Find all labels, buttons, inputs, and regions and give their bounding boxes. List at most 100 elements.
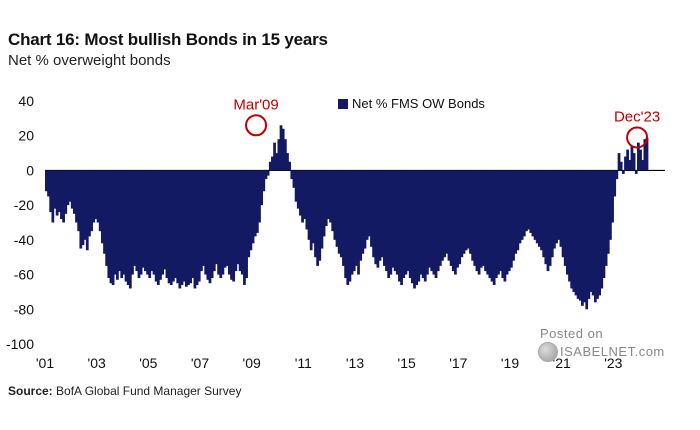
bar <box>141 170 145 268</box>
bar <box>482 170 485 266</box>
bar <box>518 170 522 244</box>
bar <box>75 170 78 223</box>
bar <box>391 170 395 268</box>
bar <box>187 170 190 285</box>
bar <box>477 170 481 275</box>
bar <box>522 170 526 237</box>
bar <box>139 170 143 275</box>
bar <box>120 170 124 279</box>
bar <box>60 170 63 220</box>
source-text: BofA Global Fund Manager Survey <box>56 384 242 398</box>
bar <box>320 170 324 249</box>
bar <box>238 170 242 272</box>
x-tick-label: '17 <box>449 355 467 371</box>
bar <box>406 170 410 272</box>
bar <box>279 125 283 171</box>
bar <box>628 160 632 171</box>
bar <box>613 170 617 197</box>
bar <box>609 170 612 240</box>
bar <box>344 170 347 279</box>
legend-swatch <box>338 99 348 109</box>
bar <box>70 170 74 209</box>
bar <box>324 170 328 226</box>
bar <box>361 170 365 254</box>
bar <box>458 170 462 265</box>
bar <box>561 170 565 258</box>
bar <box>107 170 111 279</box>
bar <box>602 170 606 279</box>
x-tick-label: '01 <box>36 355 54 371</box>
bar <box>426 170 429 275</box>
bar <box>299 170 302 216</box>
bar <box>370 170 373 247</box>
bar <box>486 170 490 275</box>
bar <box>314 170 317 258</box>
x-tick-label: '19 <box>501 355 519 371</box>
bar <box>124 170 128 282</box>
annotation-label: Mar'09 <box>233 96 278 113</box>
bar <box>585 170 589 310</box>
bar <box>200 170 203 272</box>
bar <box>415 170 419 285</box>
bar <box>639 149 642 171</box>
bar <box>348 170 352 282</box>
bar <box>574 170 578 296</box>
bar <box>217 170 220 275</box>
bar <box>471 170 474 261</box>
x-tick-label: '15 <box>398 355 416 371</box>
x-tick-label: '03 <box>88 355 106 371</box>
bar <box>402 170 406 279</box>
bar <box>537 170 541 247</box>
bar <box>443 170 447 258</box>
bar <box>376 170 380 268</box>
bar <box>643 139 647 171</box>
bar <box>570 170 574 289</box>
bar <box>378 170 382 261</box>
bar <box>79 170 83 249</box>
bar <box>527 170 530 230</box>
bar <box>441 170 444 261</box>
bar <box>283 139 287 171</box>
bar <box>591 170 595 296</box>
bar <box>100 170 104 244</box>
bar <box>255 170 259 233</box>
bar <box>434 170 438 279</box>
bar <box>352 170 356 272</box>
bar <box>626 149 629 171</box>
bar <box>630 146 634 171</box>
x-tick-label: '21 <box>553 355 571 371</box>
bar <box>540 170 543 251</box>
bar <box>176 170 180 284</box>
bar <box>531 170 535 237</box>
bar <box>333 170 337 240</box>
bar <box>146 170 149 275</box>
bar <box>234 170 238 272</box>
bar <box>148 170 152 279</box>
bar <box>548 170 552 266</box>
bar <box>165 170 169 279</box>
chart-title: Chart 16: Most bullish Bonds in 15 years <box>8 30 328 49</box>
bar <box>221 170 225 275</box>
bar <box>66 170 70 206</box>
bar <box>447 170 451 261</box>
bar <box>337 170 341 254</box>
bar <box>45 170 48 192</box>
y-tick-label: -60 <box>14 267 34 283</box>
bar <box>152 170 156 275</box>
x-tick-label: '23 <box>604 355 622 371</box>
bar <box>501 170 505 279</box>
bar <box>182 170 186 282</box>
bar <box>178 170 182 289</box>
bar <box>92 170 96 223</box>
bar <box>544 170 548 265</box>
bar <box>516 170 520 251</box>
x-tick-label: '11 <box>295 355 312 371</box>
bar <box>475 170 479 272</box>
annotation-circle <box>626 126 649 149</box>
chart-subtitle: Net % overweight bonds <box>8 52 171 69</box>
bar <box>385 170 388 272</box>
bar <box>281 128 285 171</box>
annotation-circle <box>245 114 268 137</box>
bar <box>546 170 550 272</box>
bar <box>103 170 106 254</box>
